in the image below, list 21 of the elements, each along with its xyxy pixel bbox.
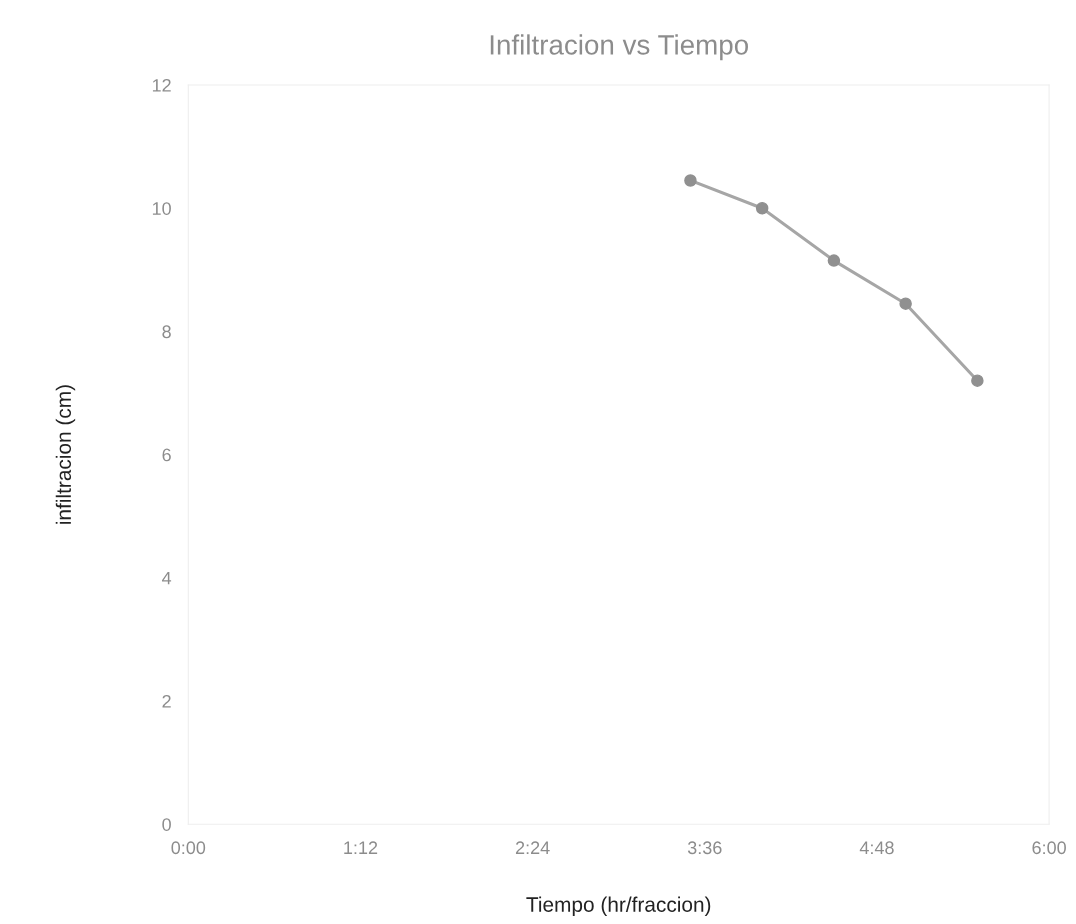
y-tick-label: 2 [162,694,171,708]
point [971,374,984,387]
x-axis-title: Tiempo (hr/fraccion) [526,896,711,917]
y-tick-label: 6 [162,448,171,462]
point [755,201,769,215]
x-tick-label: 1:12 [344,841,378,854]
x-tick-label: 0:00 [171,841,206,855]
y-tick-label: 0 [162,818,171,831]
y-axis-title: infiltracion (cm) [55,385,76,524]
x-tick-label: 6:00 [1032,841,1066,855]
chart-title: Infiltracion vs Tiempo [490,34,748,61]
y-tick-label: 10 [152,202,171,215]
y-tick-label: 8 [162,325,171,339]
y-tick-label: 4 [162,571,172,585]
y-tick-label: 12 [152,78,171,92]
point [899,297,912,310]
x-tick-label: 2:24 [515,841,550,854]
point [827,254,841,267]
x-tick-label: 4:48 [859,841,894,855]
x-tick-label: 3:36 [687,841,722,855]
point [684,174,697,187]
